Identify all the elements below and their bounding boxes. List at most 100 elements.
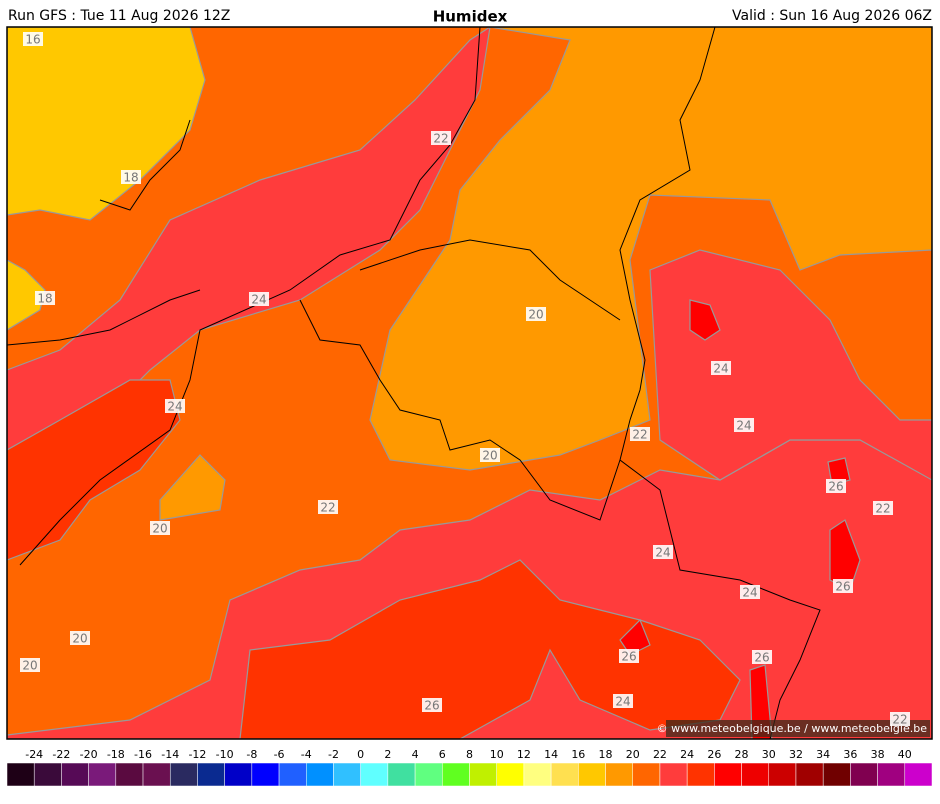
colorbar-swatch [88, 762, 117, 787]
colorbar-label: 10 [490, 748, 504, 761]
contour-label: 20 [482, 449, 497, 463]
colorbar-swatch [333, 762, 361, 787]
colorbar-label: 34 [816, 748, 830, 761]
colorbar-swatch [496, 762, 525, 787]
map: © www.meteobelgique.be / www.meteobelgie… [6, 26, 933, 740]
contour-label: 20 [22, 659, 37, 673]
colorbar-label: 4 [412, 748, 419, 761]
contour-label: 26 [828, 480, 843, 494]
label-box [150, 521, 170, 535]
colorbar-swatch [278, 762, 307, 787]
colorbar-swatch [877, 762, 906, 787]
colorbar-label: 32 [789, 748, 803, 761]
label-box [630, 427, 650, 441]
label-box [480, 448, 500, 462]
label-box [752, 650, 772, 664]
colorbar-swatch [578, 762, 606, 787]
colorbar-swatch [686, 762, 715, 787]
credit: © www.meteobelgique.be / www.meteobelgie… [657, 722, 928, 735]
colorbar-label: -18 [107, 748, 125, 761]
colorbar-swatch [224, 762, 253, 787]
valid-label: Valid : Sun 16 Aug 2026 06Z [732, 8, 932, 24]
contour-label: 26 [621, 650, 636, 664]
title: Humidex [433, 8, 508, 26]
contour-label: 24 [713, 362, 728, 376]
label-box [165, 399, 185, 413]
label-box [826, 479, 846, 493]
colorbar-label: 20 [626, 748, 640, 761]
contour-label: 20 [152, 522, 167, 536]
colorbar-swatch [306, 762, 334, 787]
colorbar-swatch [768, 762, 797, 787]
colorbar-swatch [714, 762, 742, 787]
colorbar-label: 2 [384, 748, 391, 761]
colorbar-swatch [197, 762, 225, 787]
colorbar-swatch [795, 762, 824, 787]
colorbar-label: -16 [134, 748, 152, 761]
contour-label: 24 [655, 546, 670, 560]
colorbar-label: 30 [762, 748, 776, 761]
colorbar-swatch [605, 762, 633, 787]
colorbar-swatch [115, 762, 144, 787]
label-box [249, 292, 269, 306]
colorbar-label: 22 [653, 748, 667, 761]
colorbar-label: 8 [466, 748, 473, 761]
colorbar-label: -20 [80, 748, 98, 761]
colorbar-swatch [904, 762, 933, 787]
label-box [318, 500, 338, 514]
label-box [711, 361, 731, 375]
colorbar-label: -12 [188, 748, 206, 761]
contour-label: 22 [632, 428, 647, 442]
contour-label: 24 [736, 419, 751, 433]
colorbar-label: 12 [517, 748, 531, 761]
colorbar-label: -24 [25, 748, 43, 761]
contour-label: 22 [875, 502, 890, 516]
colorbar-label: 0 [357, 748, 364, 761]
label-box [613, 694, 633, 708]
colorbar-label: -2 [328, 748, 339, 761]
contour-label: 26 [754, 651, 769, 665]
colorbar-swatch [850, 762, 878, 787]
contour-label: 22 [433, 132, 448, 146]
label-box [873, 501, 893, 515]
colorbar-swatch [523, 762, 552, 787]
colorbar-swatch [33, 762, 62, 787]
colorbar-label: -4 [301, 748, 312, 761]
label-box [653, 545, 673, 559]
label-box [431, 131, 451, 145]
colorbar-label: 28 [735, 748, 749, 761]
contour-label: 18 [123, 171, 138, 185]
contour-label: 22 [892, 713, 907, 727]
colorbar-swatch [360, 762, 389, 787]
colorbar-label: -8 [246, 748, 257, 761]
colorbar-swatch [142, 762, 171, 787]
contour-label: 18 [37, 292, 52, 306]
colorbar-swatch [387, 762, 416, 787]
contour-label: 24 [167, 400, 182, 414]
colorbar-swatch [442, 762, 470, 787]
colorbar-label: 40 [898, 748, 912, 761]
label-box [23, 32, 43, 46]
contour-label: 26 [424, 699, 439, 713]
contour-label: 26 [835, 580, 850, 594]
contour-label: 16 [25, 33, 40, 47]
contour-label: 20 [528, 308, 543, 322]
contour-label: 24 [615, 695, 630, 709]
colorbar-label: 24 [680, 748, 694, 761]
colorbar-swatch [169, 762, 198, 787]
colorbar-swatch [822, 762, 851, 787]
contour-label: 20 [72, 632, 87, 646]
colorbar-swatch [251, 762, 280, 787]
colorbar-label: 18 [599, 748, 613, 761]
colorbar-label: 6 [439, 748, 446, 761]
label-box [70, 631, 90, 645]
label-box [833, 579, 853, 593]
colorbar-label: 26 [707, 748, 721, 761]
label-box [740, 585, 760, 599]
contour-labels: 16 18 18 22 24 20 24 24 24 22 20 26 22 22 20 24 26 24 20 26… [20, 32, 910, 727]
run-label: Run GFS : Tue 11 Aug 2026 12Z [8, 8, 230, 24]
label-box [619, 649, 639, 663]
colorbar: -24 -22 -20 -18 -16 -14 -12 -10 -8 -6 -4 -2 0 2 4 6 8 10 1… [6, 748, 933, 787]
colorbar-swatch [741, 762, 770, 787]
